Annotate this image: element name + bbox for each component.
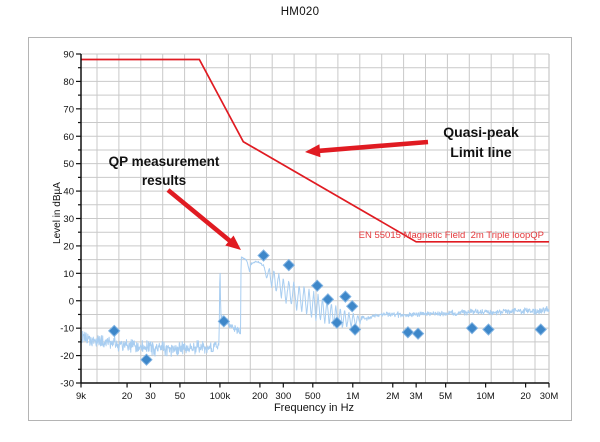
annotation-arrow-limit	[305, 139, 429, 158]
qp-result-marker	[345, 300, 359, 313]
y-tick-label: -20	[60, 351, 74, 362]
page-title: HM020	[280, 6, 320, 18]
qp-result-marker	[311, 279, 324, 292]
qp-result-marker	[401, 326, 415, 339]
y-tick-label: -30	[60, 379, 74, 390]
measurement-trace	[80, 256, 550, 357]
qp-result-marker	[482, 323, 495, 336]
grid	[81, 53, 550, 383]
y-tick-label: -10	[60, 324, 74, 335]
x-tick-label: 20	[122, 391, 133, 402]
annotation-qp-measurement: QP measurement results	[84, 152, 244, 190]
annotation-qp-line2: results	[141, 173, 187, 188]
qp-result-marker	[465, 321, 479, 335]
y-tick-label: 20	[63, 241, 74, 252]
qp-markers	[107, 249, 547, 366]
x-tick-label: 20	[520, 391, 531, 402]
qp-result-marker	[339, 290, 352, 303]
y-axis-title: Level in dBµA	[52, 182, 63, 244]
qp-result-marker	[217, 315, 231, 328]
y-tick-label: 40	[63, 187, 74, 198]
y-tick-label: 90	[63, 50, 74, 61]
qp-result-marker	[107, 324, 121, 338]
y-tick-label: 30	[63, 214, 74, 225]
x-tick-label: 300	[275, 391, 291, 402]
x-tick-label: 5M	[439, 391, 452, 402]
x-tick-label: 2M	[386, 391, 399, 402]
y-tick-label: 50	[63, 159, 74, 170]
x-tick-label: 30	[145, 391, 156, 402]
x-tick-label: 10M	[476, 391, 495, 402]
y-tick-label: 80	[63, 77, 74, 88]
y-tick-label: 70	[63, 104, 74, 115]
x-tick-label: 100k	[210, 391, 231, 402]
limit-line	[81, 58, 549, 243]
annotation-limit-line1: Quasi-peak	[443, 124, 519, 140]
figure-frame: -30 -20 -10 0 10 20 30 40 50 60 70 80 90 9k 20 30 50 100k…	[28, 37, 572, 421]
qp-result-marker	[330, 316, 344, 329]
x-tick-label: 1M	[346, 391, 359, 402]
qp-result-marker	[140, 353, 153, 366]
x-tick-label: 30M	[540, 391, 559, 402]
y-tick-label: 60	[63, 132, 74, 143]
x-axis-title: Frequency in Hz	[273, 402, 355, 414]
chart-canvas: -30 -20 -10 0 10 20 30 40 50 60 70 80 90 9k 20 30 50 100k…	[60, 50, 558, 403]
qp-result-marker	[257, 249, 270, 262]
y-tick-label: 0	[69, 296, 74, 307]
y-tick-label: 10	[63, 269, 74, 280]
axes: -30 -20 -10 0 10 20 30 40 50 60 70 80 90 9k 20 30 50 100k…	[60, 50, 558, 403]
qp-result-marker	[534, 323, 547, 336]
x-tick-label: 500	[305, 391, 321, 402]
limit-line-label: EN 55015 Magnetic Field 2m Triple loopQP	[358, 230, 544, 241]
x-tick-label: 50	[175, 391, 186, 402]
x-tick-label: 9k	[76, 391, 86, 402]
qp-result-marker	[348, 323, 362, 336]
x-tick-label: 200	[252, 391, 268, 402]
annotation-arrow-qp	[166, 188, 241, 250]
qp-result-marker	[282, 258, 296, 272]
annotation-limit-line2: Limit line	[450, 144, 512, 160]
annotation-qp-line1: QP measurement	[108, 154, 220, 169]
annotation-quasi-peak-limit: Quasi-peak Limit line	[401, 122, 561, 162]
qp-result-marker	[321, 293, 335, 306]
qp-result-marker	[411, 327, 425, 340]
x-tick-label: 3M	[410, 391, 423, 402]
